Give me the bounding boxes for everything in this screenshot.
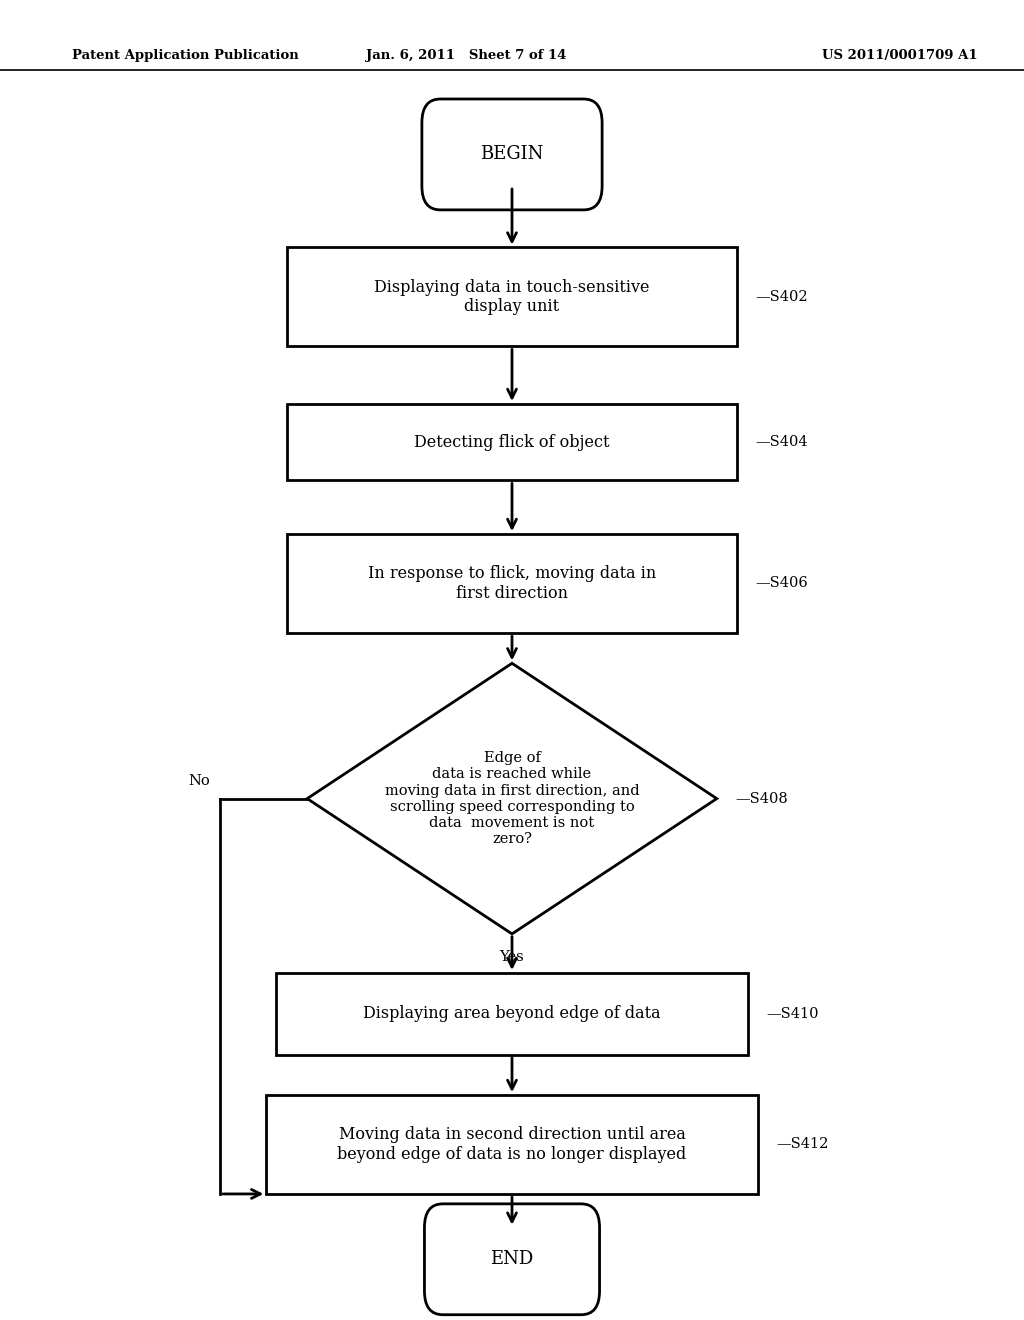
Text: In response to flick, moving data in
first direction: In response to flick, moving data in fir…: [368, 565, 656, 602]
Text: —S408: —S408: [735, 792, 788, 805]
Bar: [276, 973, 748, 1055]
Text: No: No: [188, 774, 210, 788]
Text: —S402: —S402: [756, 290, 808, 304]
Polygon shape: [307, 663, 717, 935]
Text: Displaying area beyond edge of data: Displaying area beyond edge of data: [364, 1006, 660, 1022]
Text: BEGIN: BEGIN: [480, 145, 544, 164]
Text: Yes: Yes: [500, 950, 524, 964]
Text: —S406: —S406: [756, 577, 809, 590]
Text: Displaying data in touch-sensitive
display unit: Displaying data in touch-sensitive displ…: [374, 279, 650, 315]
Text: Detecting flick of object: Detecting flick of object: [415, 434, 609, 450]
Bar: [287, 248, 737, 346]
Text: US 2011/0001709 A1: US 2011/0001709 A1: [822, 49, 978, 62]
FancyBboxPatch shape: [422, 99, 602, 210]
Bar: [287, 404, 737, 480]
Text: —S404: —S404: [756, 436, 808, 449]
Text: —S410: —S410: [766, 1007, 818, 1020]
Text: Moving data in second direction until area
beyond edge of data is no longer disp: Moving data in second direction until ar…: [337, 1126, 687, 1163]
Text: END: END: [490, 1250, 534, 1269]
Text: Edge of
data is reached while
moving data in first direction, and
scrolling spee: Edge of data is reached while moving dat…: [385, 751, 639, 846]
FancyBboxPatch shape: [424, 1204, 600, 1315]
Text: Patent Application Publication: Patent Application Publication: [72, 49, 298, 62]
Text: Jan. 6, 2011   Sheet 7 of 14: Jan. 6, 2011 Sheet 7 of 14: [366, 49, 566, 62]
Bar: [287, 535, 737, 632]
Text: —S412: —S412: [776, 1138, 828, 1151]
Bar: [266, 1096, 758, 1193]
